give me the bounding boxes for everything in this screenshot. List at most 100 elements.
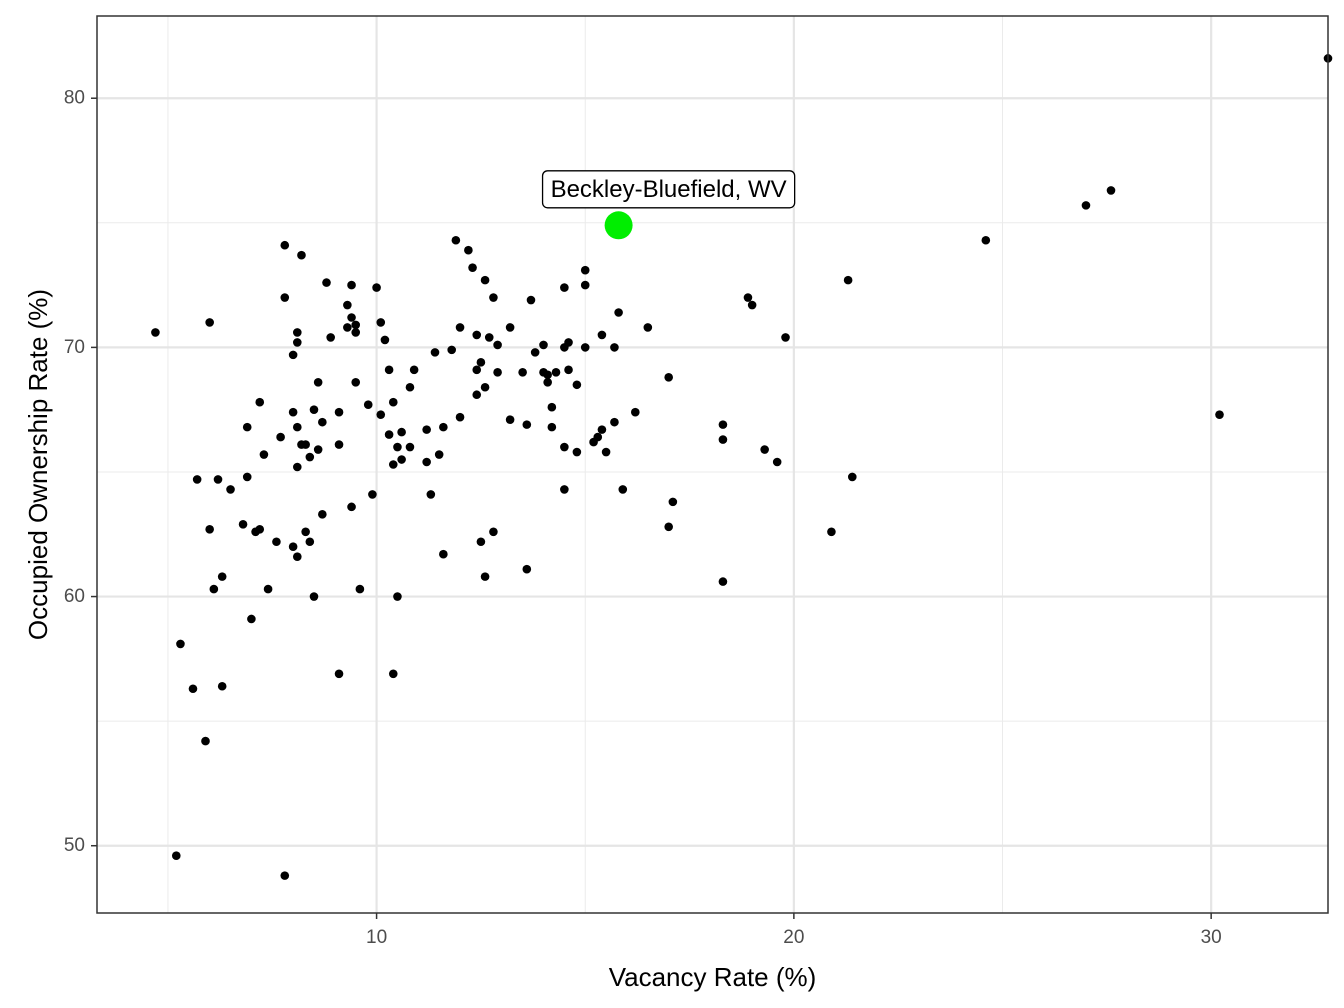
data-point	[743, 293, 753, 302]
data-point	[276, 432, 285, 442]
data-point	[530, 348, 540, 357]
highlight-label-box	[541, 170, 796, 209]
data-point	[827, 527, 836, 537]
data-point	[631, 407, 640, 417]
data-point	[226, 485, 235, 494]
data-point	[209, 584, 219, 594]
data-point	[334, 669, 344, 679]
data-point	[405, 382, 415, 392]
data-point	[393, 592, 402, 601]
data-point	[347, 280, 356, 290]
data-point	[476, 358, 486, 367]
data-point	[476, 537, 486, 547]
data-point	[176, 639, 185, 649]
data-point	[560, 442, 569, 452]
y-tick-label: 70	[64, 337, 85, 358]
data-point	[343, 300, 352, 310]
data-point	[292, 552, 302, 561]
data-point	[580, 343, 590, 352]
data-point	[610, 417, 619, 427]
data-point	[664, 522, 673, 532]
data-point	[564, 365, 573, 375]
data-point	[292, 422, 302, 432]
data-point	[1106, 186, 1116, 195]
data-point	[451, 235, 461, 245]
data-point	[547, 402, 557, 412]
data-point	[468, 263, 477, 272]
data-point	[480, 572, 490, 581]
data-point	[388, 460, 398, 469]
data-point	[664, 372, 673, 382]
data-point	[247, 614, 256, 624]
data-point	[376, 410, 386, 419]
data-point	[322, 278, 331, 287]
data-point	[1081, 201, 1091, 210]
data-point	[309, 405, 319, 414]
data-point	[718, 435, 728, 444]
data-point	[505, 323, 515, 332]
data-point	[242, 422, 252, 432]
x-tick-label: 10	[366, 927, 387, 948]
data-point	[368, 490, 377, 499]
data-point	[305, 537, 315, 547]
data-point	[405, 442, 415, 452]
data-point	[292, 338, 302, 347]
data-point	[560, 485, 569, 494]
data-point	[205, 524, 214, 534]
data-point	[171, 851, 181, 860]
data-point	[213, 475, 223, 484]
data-point	[526, 295, 536, 305]
data-point	[643, 323, 653, 332]
data-point	[334, 407, 344, 417]
data-point	[597, 330, 607, 340]
data-point	[280, 871, 290, 880]
data-point	[422, 425, 431, 434]
data-point	[305, 452, 315, 462]
data-point	[334, 440, 344, 449]
data-point	[480, 275, 490, 285]
data-point	[422, 457, 431, 467]
data-point	[551, 368, 561, 377]
data-point	[1215, 410, 1224, 419]
data-point	[238, 520, 248, 529]
data-point	[355, 584, 365, 594]
data-point	[351, 377, 361, 387]
data-point	[760, 445, 769, 454]
data-point	[201, 736, 210, 746]
x-tick-label: 20	[783, 927, 804, 948]
data-point	[280, 293, 290, 302]
data-point	[347, 313, 356, 322]
data-point	[472, 330, 482, 340]
data-point	[205, 318, 214, 327]
data-point	[668, 497, 678, 507]
data-point	[439, 549, 448, 559]
y-tick-label: 60	[64, 586, 85, 607]
data-point	[522, 420, 532, 429]
data-point	[434, 450, 444, 459]
data-point	[297, 250, 306, 260]
data-point	[313, 377, 323, 387]
data-point	[272, 537, 281, 547]
data-point	[781, 333, 790, 342]
data-point	[376, 318, 386, 327]
data-point	[192, 475, 202, 484]
data-point	[518, 368, 527, 377]
data-point	[543, 370, 552, 380]
data-point	[426, 490, 436, 499]
data-point	[843, 275, 853, 285]
data-point	[313, 445, 323, 454]
data-point	[718, 420, 728, 429]
plot-panel-border	[96, 15, 1329, 914]
data-point	[522, 564, 532, 574]
data-point	[847, 472, 857, 482]
data-point	[288, 407, 298, 417]
data-point	[610, 343, 619, 352]
data-point	[288, 542, 298, 552]
data-point	[718, 577, 728, 586]
data-point	[747, 300, 757, 310]
data-point	[288, 350, 298, 360]
data-point	[347, 502, 356, 512]
highlight-label: Beckley-Bluefield, WV	[551, 176, 787, 203]
data-point	[363, 400, 373, 410]
